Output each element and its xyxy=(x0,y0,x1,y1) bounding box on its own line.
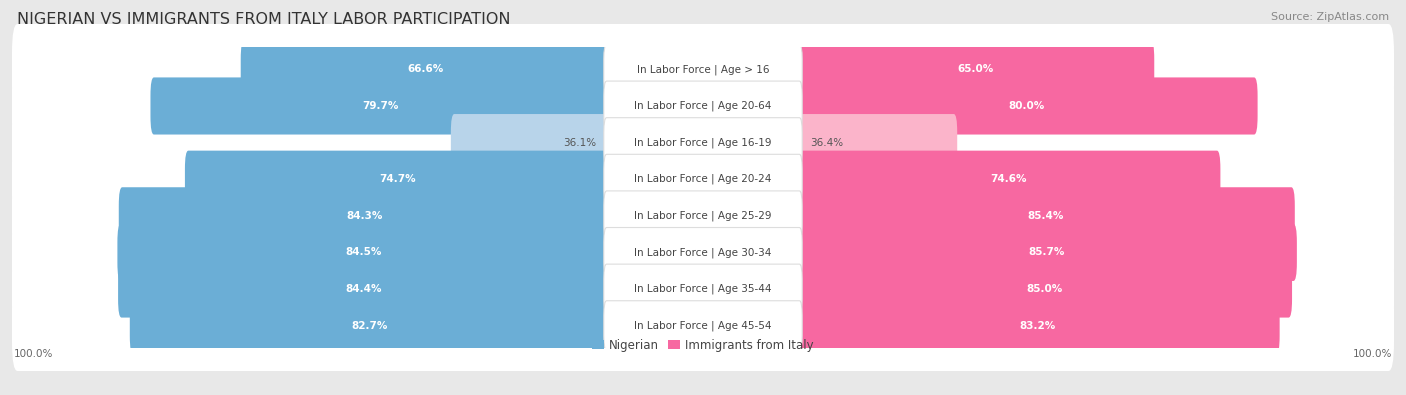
FancyBboxPatch shape xyxy=(13,24,1393,115)
FancyBboxPatch shape xyxy=(13,97,1393,188)
FancyBboxPatch shape xyxy=(13,280,1393,371)
Text: In Labor Force | Age 45-54: In Labor Force | Age 45-54 xyxy=(634,320,772,331)
Text: In Labor Force | Age 20-64: In Labor Force | Age 20-64 xyxy=(634,101,772,111)
Text: 84.3%: 84.3% xyxy=(346,211,382,221)
FancyBboxPatch shape xyxy=(117,224,610,281)
Text: 85.4%: 85.4% xyxy=(1028,211,1063,221)
Text: 66.6%: 66.6% xyxy=(408,64,443,74)
Text: 79.7%: 79.7% xyxy=(361,101,398,111)
FancyBboxPatch shape xyxy=(796,187,1295,245)
FancyBboxPatch shape xyxy=(796,224,1296,281)
FancyBboxPatch shape xyxy=(13,134,1393,225)
FancyBboxPatch shape xyxy=(451,114,610,171)
FancyBboxPatch shape xyxy=(13,244,1393,335)
FancyBboxPatch shape xyxy=(118,187,610,245)
Text: In Labor Force | Age 35-44: In Labor Force | Age 35-44 xyxy=(634,284,772,294)
FancyBboxPatch shape xyxy=(796,150,1220,208)
Text: In Labor Force | Age > 16: In Labor Force | Age > 16 xyxy=(637,64,769,75)
Legend: Nigerian, Immigrants from Italy: Nigerian, Immigrants from Italy xyxy=(588,334,818,357)
Text: 65.0%: 65.0% xyxy=(957,64,993,74)
FancyBboxPatch shape xyxy=(118,260,610,318)
Text: In Labor Force | Age 20-24: In Labor Force | Age 20-24 xyxy=(634,174,772,184)
Text: 82.7%: 82.7% xyxy=(352,321,388,331)
Text: 100.0%: 100.0% xyxy=(14,350,53,359)
Text: 84.4%: 84.4% xyxy=(346,284,382,294)
FancyBboxPatch shape xyxy=(796,114,957,171)
FancyBboxPatch shape xyxy=(603,191,803,241)
FancyBboxPatch shape xyxy=(796,41,1154,98)
Text: 74.6%: 74.6% xyxy=(990,174,1026,184)
FancyBboxPatch shape xyxy=(603,118,803,167)
FancyBboxPatch shape xyxy=(603,264,803,314)
FancyBboxPatch shape xyxy=(796,297,1279,354)
FancyBboxPatch shape xyxy=(603,154,803,204)
Text: In Labor Force | Age 16-19: In Labor Force | Age 16-19 xyxy=(634,137,772,148)
Text: 36.1%: 36.1% xyxy=(562,137,596,148)
FancyBboxPatch shape xyxy=(796,260,1292,318)
FancyBboxPatch shape xyxy=(240,41,610,98)
Text: 84.5%: 84.5% xyxy=(346,247,382,258)
FancyBboxPatch shape xyxy=(186,150,610,208)
FancyBboxPatch shape xyxy=(13,170,1393,261)
FancyBboxPatch shape xyxy=(13,60,1393,151)
FancyBboxPatch shape xyxy=(603,81,803,131)
FancyBboxPatch shape xyxy=(13,207,1393,298)
Text: In Labor Force | Age 25-29: In Labor Force | Age 25-29 xyxy=(634,211,772,221)
Text: 74.7%: 74.7% xyxy=(380,174,416,184)
FancyBboxPatch shape xyxy=(603,301,803,350)
Text: In Labor Force | Age 30-34: In Labor Force | Age 30-34 xyxy=(634,247,772,258)
Text: 85.7%: 85.7% xyxy=(1028,247,1064,258)
Text: 85.0%: 85.0% xyxy=(1026,284,1062,294)
Text: 80.0%: 80.0% xyxy=(1008,101,1045,111)
FancyBboxPatch shape xyxy=(796,77,1257,135)
Text: Source: ZipAtlas.com: Source: ZipAtlas.com xyxy=(1271,12,1389,22)
FancyBboxPatch shape xyxy=(150,77,610,135)
FancyBboxPatch shape xyxy=(129,297,610,354)
Text: 100.0%: 100.0% xyxy=(1353,350,1392,359)
Text: NIGERIAN VS IMMIGRANTS FROM ITALY LABOR PARTICIPATION: NIGERIAN VS IMMIGRANTS FROM ITALY LABOR … xyxy=(17,12,510,27)
FancyBboxPatch shape xyxy=(603,228,803,277)
Text: 36.4%: 36.4% xyxy=(810,137,844,148)
Text: 83.2%: 83.2% xyxy=(1019,321,1056,331)
FancyBboxPatch shape xyxy=(603,45,803,94)
